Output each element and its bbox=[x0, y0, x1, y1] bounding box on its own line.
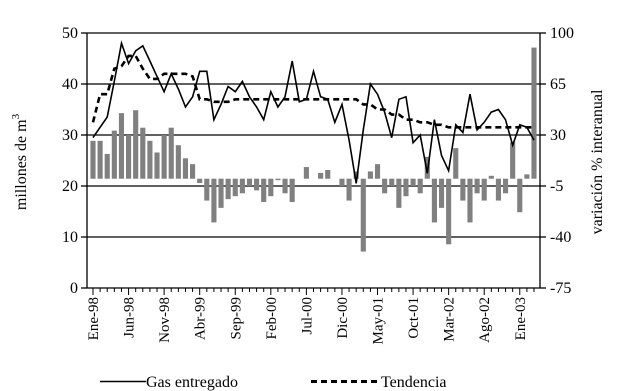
bar bbox=[517, 178, 523, 213]
bar bbox=[446, 178, 452, 245]
line-tendencia bbox=[91, 54, 534, 129]
bar bbox=[417, 178, 423, 194]
left-tick-label: 20 bbox=[62, 178, 78, 195]
bar bbox=[197, 178, 203, 184]
bar bbox=[126, 135, 132, 179]
tick-labels: 0 10 20 30 40 50 -75 -40 -5 30 65 100 Ene-98 Jun-98 No… bbox=[62, 25, 574, 345]
x-tick-label: Ene-98 bbox=[86, 297, 102, 340]
bar bbox=[154, 152, 160, 179]
bar bbox=[410, 178, 416, 186]
bar bbox=[225, 178, 231, 200]
bar bbox=[531, 47, 537, 179]
series-lines bbox=[91, 40, 535, 184]
bar bbox=[510, 142, 516, 179]
bar bbox=[175, 145, 181, 179]
legend: Gas entregado Tendencia bbox=[100, 374, 447, 391]
x-tick-label: Jul-00 bbox=[299, 297, 315, 335]
bar bbox=[389, 178, 395, 186]
x-tick-label: Sep-99 bbox=[228, 297, 244, 340]
x-tick-label: Feb-00 bbox=[264, 297, 280, 340]
left-tick-label: 0 bbox=[70, 280, 78, 297]
bar bbox=[268, 178, 274, 197]
x-tick-label: Mar-02 bbox=[442, 297, 458, 342]
bar bbox=[161, 135, 167, 179]
bar bbox=[168, 127, 174, 179]
bar bbox=[90, 140, 96, 179]
bar bbox=[111, 130, 117, 179]
left-tick-label: 10 bbox=[62, 229, 78, 246]
bar bbox=[488, 175, 494, 179]
bar bbox=[232, 178, 238, 197]
bar bbox=[289, 178, 295, 203]
bar bbox=[382, 178, 388, 194]
bar bbox=[367, 171, 373, 179]
bar bbox=[481, 178, 487, 201]
bar bbox=[431, 178, 437, 223]
bar bbox=[346, 178, 352, 201]
x-tick-label: Oct-01 bbox=[406, 297, 422, 339]
bar bbox=[190, 164, 196, 179]
bar bbox=[339, 178, 345, 186]
bar bbox=[396, 178, 402, 208]
bar bbox=[353, 171, 359, 179]
bar bbox=[318, 172, 324, 179]
x-tick-label: Abr-99 bbox=[193, 297, 209, 340]
bar bbox=[502, 178, 509, 194]
x-tick-label: Ene-03 bbox=[513, 297, 529, 340]
bars bbox=[90, 47, 537, 252]
bar bbox=[360, 178, 366, 252]
left-tick-label: 30 bbox=[62, 127, 78, 144]
bar bbox=[275, 178, 281, 181]
bar bbox=[218, 178, 224, 208]
bar bbox=[246, 178, 253, 186]
bar bbox=[118, 113, 125, 179]
bar bbox=[104, 153, 110, 179]
right-tick-label: -5 bbox=[550, 178, 563, 195]
left-axis-title: millones de m3 bbox=[10, 113, 30, 210]
bar bbox=[438, 178, 445, 208]
bar bbox=[204, 178, 210, 201]
bar bbox=[303, 167, 309, 179]
right-axis-title: variación % interanual bbox=[589, 89, 606, 234]
bar bbox=[211, 178, 217, 223]
bar bbox=[239, 178, 245, 194]
bar bbox=[147, 140, 153, 179]
bar bbox=[133, 110, 139, 179]
bar bbox=[140, 127, 146, 179]
right-tick-label: -75 bbox=[550, 280, 571, 297]
bar bbox=[474, 178, 480, 194]
left-tick-label: 50 bbox=[62, 25, 78, 42]
bar bbox=[261, 178, 267, 203]
bar bbox=[374, 164, 381, 179]
legend-tendencia-label: Tendencia bbox=[381, 374, 447, 391]
bar bbox=[282, 178, 288, 194]
bar bbox=[495, 178, 501, 201]
bar bbox=[467, 178, 473, 223]
right-tick-label: -40 bbox=[550, 229, 571, 246]
bar bbox=[524, 174, 530, 179]
bar bbox=[403, 178, 409, 197]
right-tick-label: 100 bbox=[550, 25, 574, 42]
left-tick-label: 40 bbox=[62, 76, 78, 93]
x-tick-label: May-01 bbox=[371, 297, 387, 345]
line-gas-entregado bbox=[92, 40, 535, 184]
bar bbox=[182, 158, 189, 179]
bar bbox=[453, 148, 459, 179]
legend-gas-label: Gas entregado bbox=[146, 374, 238, 391]
bar bbox=[325, 169, 331, 179]
x-tick-label: Ago-02 bbox=[477, 297, 493, 343]
axes bbox=[81, 32, 546, 295]
x-tick-label: Nov-98 bbox=[157, 297, 173, 343]
right-tick-label: 30 bbox=[550, 127, 566, 144]
bar bbox=[97, 140, 103, 179]
bar bbox=[254, 178, 260, 191]
right-tick-label: 65 bbox=[550, 76, 566, 93]
x-tick-label: Dic-00 bbox=[335, 297, 351, 339]
bar bbox=[460, 178, 466, 201]
x-tick-label: Jun-98 bbox=[122, 297, 138, 338]
